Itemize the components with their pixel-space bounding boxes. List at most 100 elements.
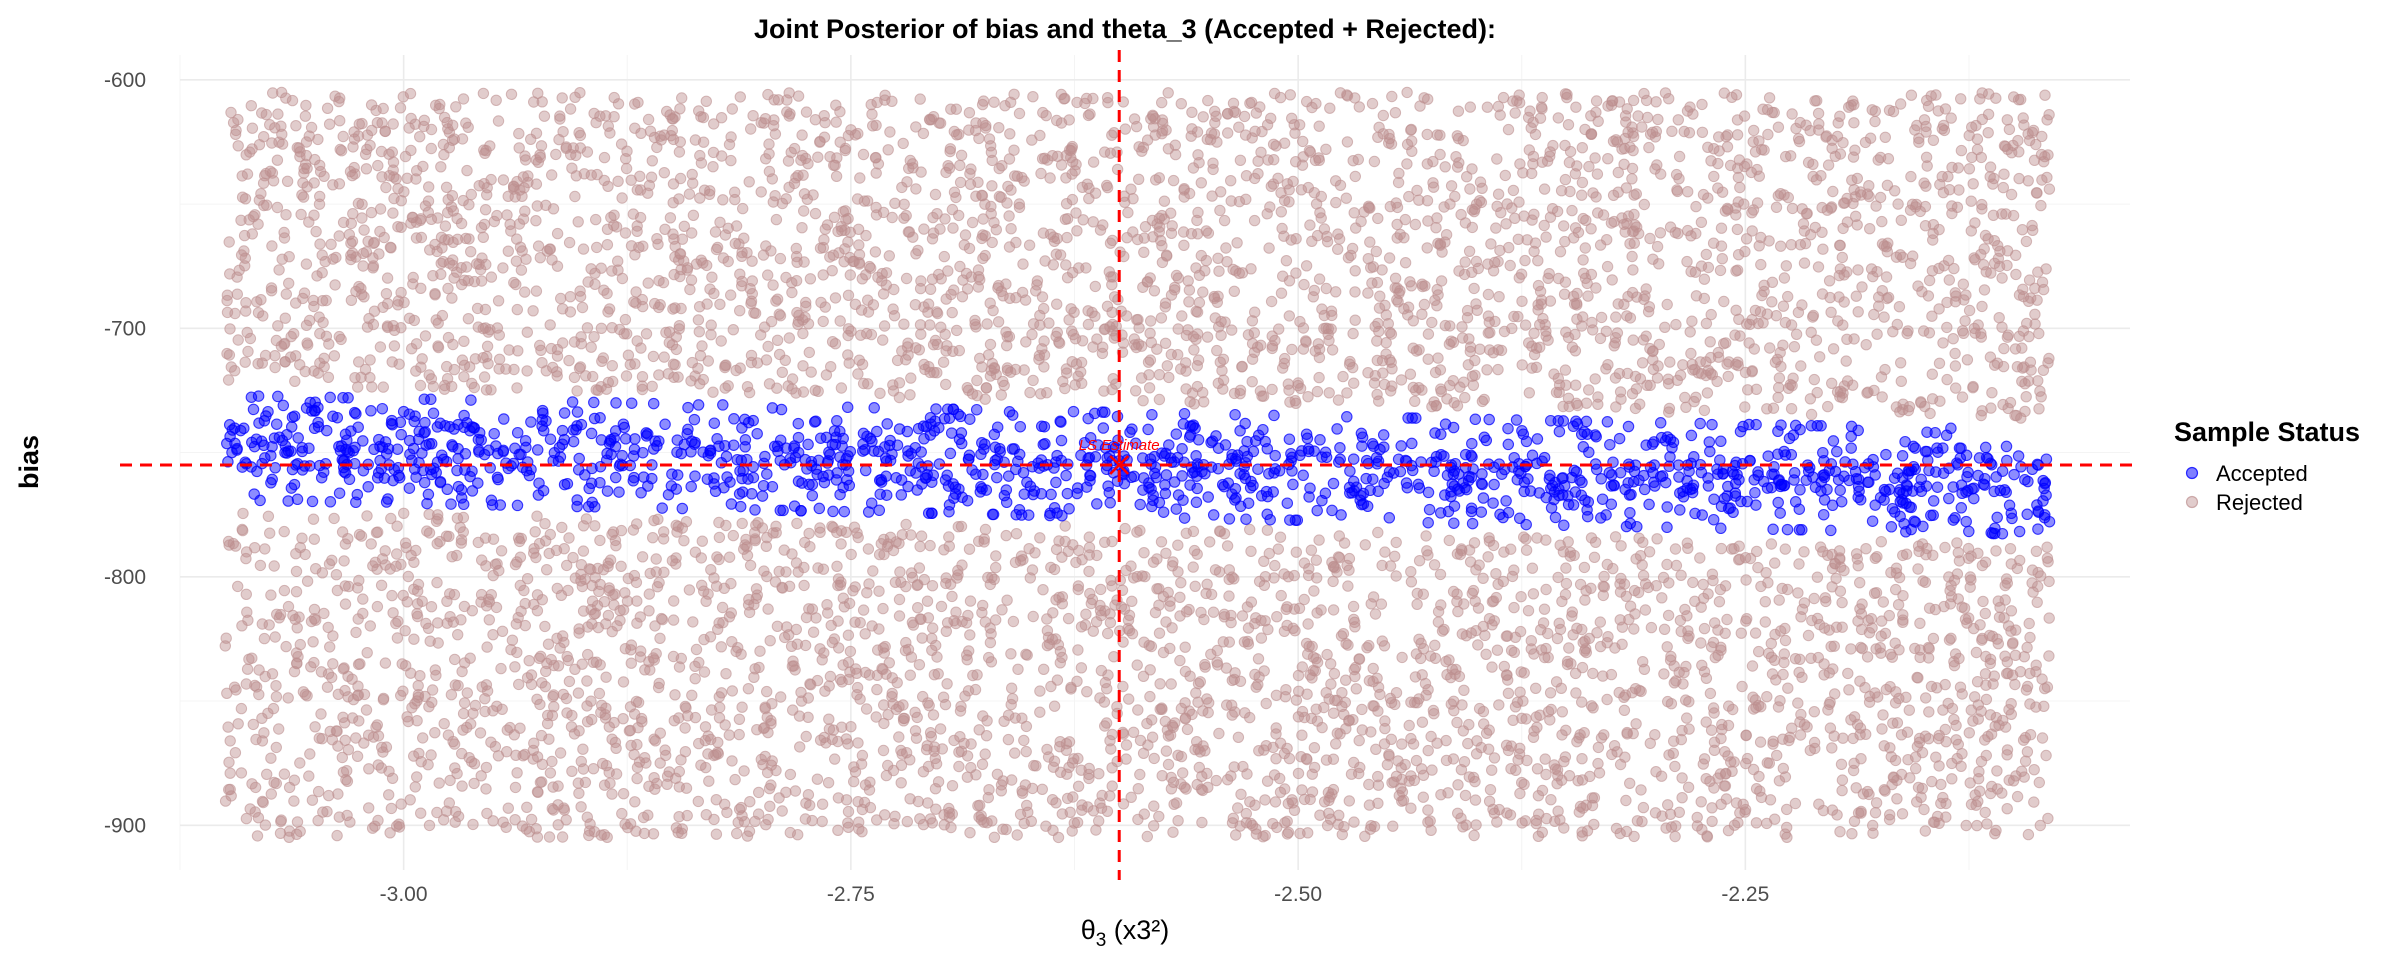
rejected-point [1265,295,1278,308]
rejected-point [564,291,576,303]
rejected-point [490,94,502,107]
rejected-point [397,685,409,697]
rejected-point [1747,691,1759,703]
rejected-point [938,544,950,556]
rejected-point [1537,617,1550,629]
rejected-point [1290,267,1302,279]
rejected-point [1421,545,1433,557]
rejected-point [1843,684,1855,696]
rejected-point [1415,652,1427,665]
rejected-point [1990,545,2002,557]
rejected-point [1023,543,1035,555]
rejected-point [2004,543,2017,555]
rejected-point [581,675,593,687]
rejected-point [981,715,993,727]
rejected-point [831,560,843,572]
rejected-point [229,365,241,377]
rejected-point [1667,747,1680,759]
rejected-point [427,270,439,282]
rejected-point [760,819,772,831]
rejected-point [616,807,628,820]
rejected-point [1282,826,1295,839]
rejected-point [1051,674,1064,686]
rejected-point [1003,241,1016,253]
rejected-point [938,250,950,263]
rejected-point [873,623,885,635]
rejected-point [856,273,868,285]
rejected-point [1721,141,1734,153]
rejected-point [1145,336,1158,349]
rejected-point [898,318,910,330]
rejected-point [1160,745,1173,757]
rejected-point [1520,713,1532,725]
rejected-point [963,543,976,555]
rejected-point [1430,222,1442,234]
rejected-point [569,190,581,203]
rejected-point [983,651,995,664]
rejected-point [790,242,802,255]
rejected-point [651,581,664,593]
rejected-point [1087,216,1099,228]
rejected-point [1464,183,1476,195]
rejected-point [1422,328,1435,340]
rejected-point [1746,660,1759,672]
rejected-point [1061,272,1074,284]
rejected-point [1471,735,1483,747]
rejected-point [1971,819,1983,832]
rejected-point [1404,368,1417,380]
rejected-point [778,544,790,556]
rejected-point [1466,163,1478,175]
rejected-point [551,227,564,240]
rejected-point [1820,595,1832,608]
rejected-point [449,653,461,666]
rejected-point [414,131,426,143]
rejected-point [568,371,581,384]
rejected-point [401,172,413,185]
rejected-point [766,698,778,710]
rejected-point [406,343,418,355]
rejected-point [534,252,546,264]
rejected-point [1377,109,1390,122]
rejected-point [1730,797,1743,809]
rejected-point [1038,335,1050,347]
rejected-point [1750,817,1763,829]
rejected-point [934,223,946,235]
rejected-point [787,655,799,667]
rejected-point [1672,227,1684,240]
rejected-point [387,118,399,130]
rejected-point [915,328,927,340]
rejected-point [416,595,428,607]
rejected-point [337,130,349,143]
rejected-point [964,178,977,191]
rejected-point [1914,651,1926,664]
rejected-point [1050,248,1063,260]
rejected-point [1676,724,1688,737]
rejected-point [1005,648,1017,660]
rejected-point [1130,385,1142,397]
rejected-point [1904,257,1917,270]
rejected-point [542,638,555,650]
rejected-point [1366,277,1378,289]
rejected-point [308,656,320,669]
rejected-point [1024,386,1036,399]
rejected-point [1518,210,1530,222]
rejected-point [658,351,670,363]
rejected-point [390,617,402,630]
rejected-point [1516,295,1528,307]
rejected-point [1562,536,1574,548]
rejected-point [707,386,719,398]
rejected-point [609,736,622,749]
rejected-point [1451,130,1464,142]
rejected-point [360,163,373,175]
rejected-point [1313,534,1325,546]
rejected-point [2013,289,2026,301]
rejected-point [924,539,936,552]
rejected-point [1708,782,1720,794]
rejected-point [636,551,649,563]
rejected-point [877,602,889,615]
rejected-point [1896,808,1909,820]
rejected-point [530,127,543,140]
rejected-point [1919,576,1932,588]
rejected-point [596,355,608,367]
rejected-point [1485,238,1497,250]
